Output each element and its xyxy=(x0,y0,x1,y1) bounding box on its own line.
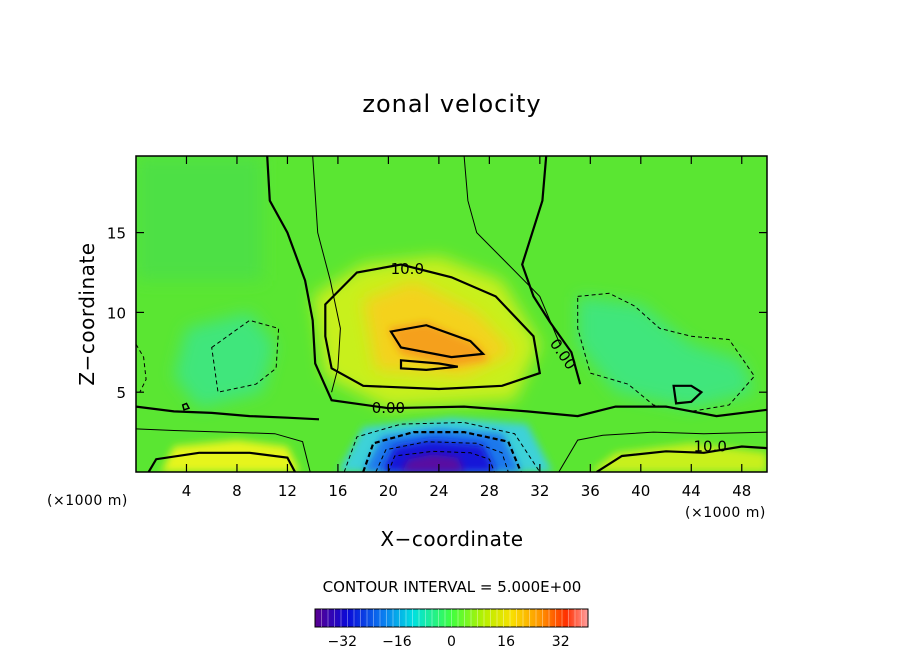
colorbar-tick-label: −32 xyxy=(328,634,358,650)
contour-5-lower-right-thin xyxy=(558,431,767,472)
contour-20-jet-upper xyxy=(389,324,486,359)
low-level-max-region xyxy=(161,440,301,472)
contour-left-dashed-edge xyxy=(136,344,147,393)
x-unit-left: (×1000 m) xyxy=(47,493,128,509)
colorbar-stripes xyxy=(321,609,582,627)
colorbar-tick-label: 32 xyxy=(552,634,570,650)
contour-neg10-jet-min xyxy=(362,431,522,472)
x-tick-label: 28 xyxy=(480,482,499,500)
x-tick-label: 12 xyxy=(278,482,297,500)
contour-left-small-loop xyxy=(181,402,191,411)
colorbar-ticks: −32 −16 0 16 32 xyxy=(328,634,570,650)
contour-0-lower-left xyxy=(136,405,320,421)
x-tick-label: 32 xyxy=(530,482,549,500)
x-tick-label: 8 xyxy=(232,482,242,500)
contour-0-right xyxy=(521,156,582,385)
upper-green-band xyxy=(136,156,263,281)
contour-10-lower-right xyxy=(596,445,767,472)
x-tick-label: 48 xyxy=(732,482,751,500)
contour-lines xyxy=(136,156,767,472)
x-unit-right: (×1000 m) xyxy=(685,505,766,521)
contour-neg5-jet-min xyxy=(343,421,541,472)
contour-10-lower-left xyxy=(147,451,296,472)
contour-right-small-loop xyxy=(672,384,704,405)
contour-label: 0.00 xyxy=(372,399,405,417)
colorbar-tick-label: 0 xyxy=(447,634,456,650)
chart-title: zonal velocity xyxy=(362,90,541,118)
y-ticks: 5 10 15 xyxy=(107,225,767,402)
colorbar xyxy=(314,608,589,628)
contour-10-jet xyxy=(324,263,542,391)
x-ticks: 4 8 12 16 20 24 28 32 36 40 44 48 xyxy=(182,156,751,500)
x-tick-label: 36 xyxy=(581,482,600,500)
colorbar-tick-label: 16 xyxy=(497,634,515,650)
right-cyan-region xyxy=(577,296,755,409)
contour-label: 10.0 xyxy=(693,437,726,455)
contour-5-right-cell xyxy=(577,292,756,412)
x-tick-label: 20 xyxy=(379,482,398,500)
contour-neg20-jet-min xyxy=(387,450,495,472)
contour-0-left xyxy=(266,156,767,418)
y-axis-title: Z−coordinate xyxy=(75,242,99,385)
colorbar-tick-label: −16 xyxy=(382,634,412,650)
x-tick-label: 4 xyxy=(182,482,192,500)
x-axis-title: X−coordinate xyxy=(380,527,523,551)
y-tick-label: 10 xyxy=(107,304,126,322)
contour-5-lower-left-thin xyxy=(136,428,311,472)
contour-5-left-thin xyxy=(312,156,341,393)
x-tick-label: 24 xyxy=(429,482,448,500)
contour-20-jet-lower xyxy=(399,359,458,372)
contour-interval-text: CONTOUR INTERVAL = 5.000E+00 xyxy=(323,578,582,596)
contour-label: 10.0 xyxy=(391,260,424,278)
left-cyan-region xyxy=(173,312,275,409)
y-tick-label: 5 xyxy=(116,384,126,402)
y-tick-label: 15 xyxy=(107,225,126,243)
plot-frame xyxy=(135,155,768,473)
x-tick-label: 44 xyxy=(682,482,701,500)
jet-min-core xyxy=(401,454,465,472)
contour-5-right-thin xyxy=(463,156,561,345)
x-tick-label: 16 xyxy=(328,482,347,500)
x-tick-label: 40 xyxy=(631,482,650,500)
velocity-field xyxy=(136,156,767,472)
